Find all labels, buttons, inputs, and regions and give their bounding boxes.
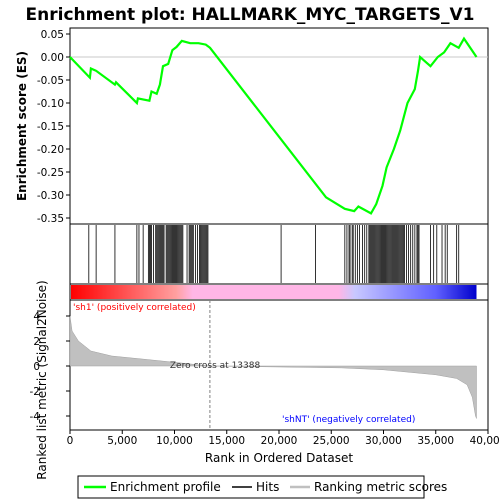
x-tick-label: 40,000 [470, 435, 500, 447]
x-tick-label: 0 [67, 435, 74, 447]
es-y-tick-label: -0.25 [37, 167, 64, 179]
legend-metric-label: Ranking metric scores [314, 480, 447, 494]
x-tick-label: 25,000 [313, 435, 350, 447]
chart-title: Enrichment plot: HALLMARK_MYC_TARGETS_V1 [26, 5, 475, 25]
x-tick-label: 20,000 [261, 435, 298, 447]
zero-cross-label: Zero cross at 13388 [170, 361, 261, 371]
rank-gradient-fill [71, 285, 477, 299]
es-y-tick-label: -0.10 [37, 98, 64, 110]
es-y-axis: -0.35 -0.30 -0.25 -0.20 -0.15 -0.10 -0.05 0.00 0… [37, 29, 70, 225]
es-y-tick-label: -0.15 [37, 121, 64, 133]
es-y-tick-label: 0.00 [41, 52, 64, 64]
x-tick-label: 35,000 [417, 435, 454, 447]
x-axis-title: Rank in Ordered Dataset [205, 451, 353, 465]
es-y-tick-label: 0.05 [41, 29, 64, 41]
legend-es-label: Enrichment profile [110, 480, 221, 494]
legend-hits-label: Hits [256, 480, 279, 494]
x-tick-label: 15,000 [208, 435, 245, 447]
es-y-tick-label: -0.35 [37, 213, 64, 225]
hits-panel [70, 224, 488, 284]
metric-axis-title: Ranked list metric (Signal2Noise) [35, 280, 49, 479]
es-y-tick-label: -0.20 [37, 144, 64, 156]
x-axis: 0 5,000 10,000 15,000 20,000 25,000 30,000 35,0… [67, 430, 500, 447]
es-y-tick-label: -0.05 [37, 75, 64, 87]
x-tick-label: 5,000 [107, 435, 137, 447]
x-tick-label: 30,000 [365, 435, 402, 447]
es-axis-title: Enrichment score (ES) [15, 51, 29, 201]
negative-label: 'shNT' (negatively correlated) [282, 415, 415, 425]
x-tick-label: 10,000 [156, 435, 193, 447]
es-y-tick-label: -0.30 [37, 190, 64, 202]
positive-label: 'sh1' (positively correlated) [73, 303, 196, 313]
